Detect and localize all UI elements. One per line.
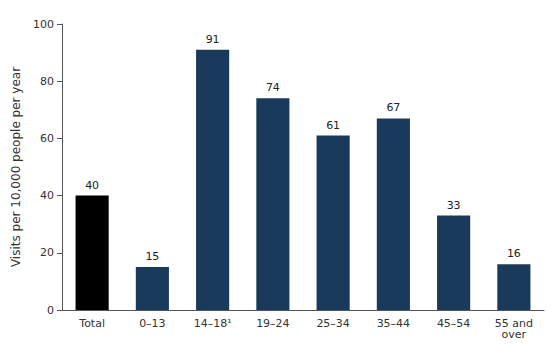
svg-text:55 and: 55 and [494,317,533,330]
svg-text:19–24: 19–24 [256,317,290,330]
svg-text:0: 0 [47,304,54,317]
svg-text:100: 100 [33,18,54,31]
svg-text:45–54: 45–54 [437,317,471,330]
svg-text:74: 74 [266,81,280,94]
svg-text:Total: Total [78,317,105,330]
svg-text:60: 60 [40,132,54,145]
svg-text:0–13: 0–13 [139,317,166,330]
svg-text:40: 40 [85,179,99,192]
svg-text:61: 61 [326,119,340,132]
svg-text:33: 33 [447,199,461,212]
svg-text:over: over [502,328,527,341]
svg-text:67: 67 [386,101,400,114]
svg-text:40: 40 [40,189,54,202]
svg-text:25–34: 25–34 [316,317,350,330]
svg-text:35–44: 35–44 [377,317,411,330]
svg-text:80: 80 [40,75,54,88]
svg-text:91: 91 [206,33,220,46]
svg-text:Visits per 10,000 people per y: Visits per 10,000 people per year [9,67,23,267]
svg-text:20: 20 [40,246,54,259]
svg-text:14–18¹: 14–18¹ [194,317,232,330]
svg-text:15: 15 [145,250,159,263]
svg-text:16: 16 [507,247,521,260]
